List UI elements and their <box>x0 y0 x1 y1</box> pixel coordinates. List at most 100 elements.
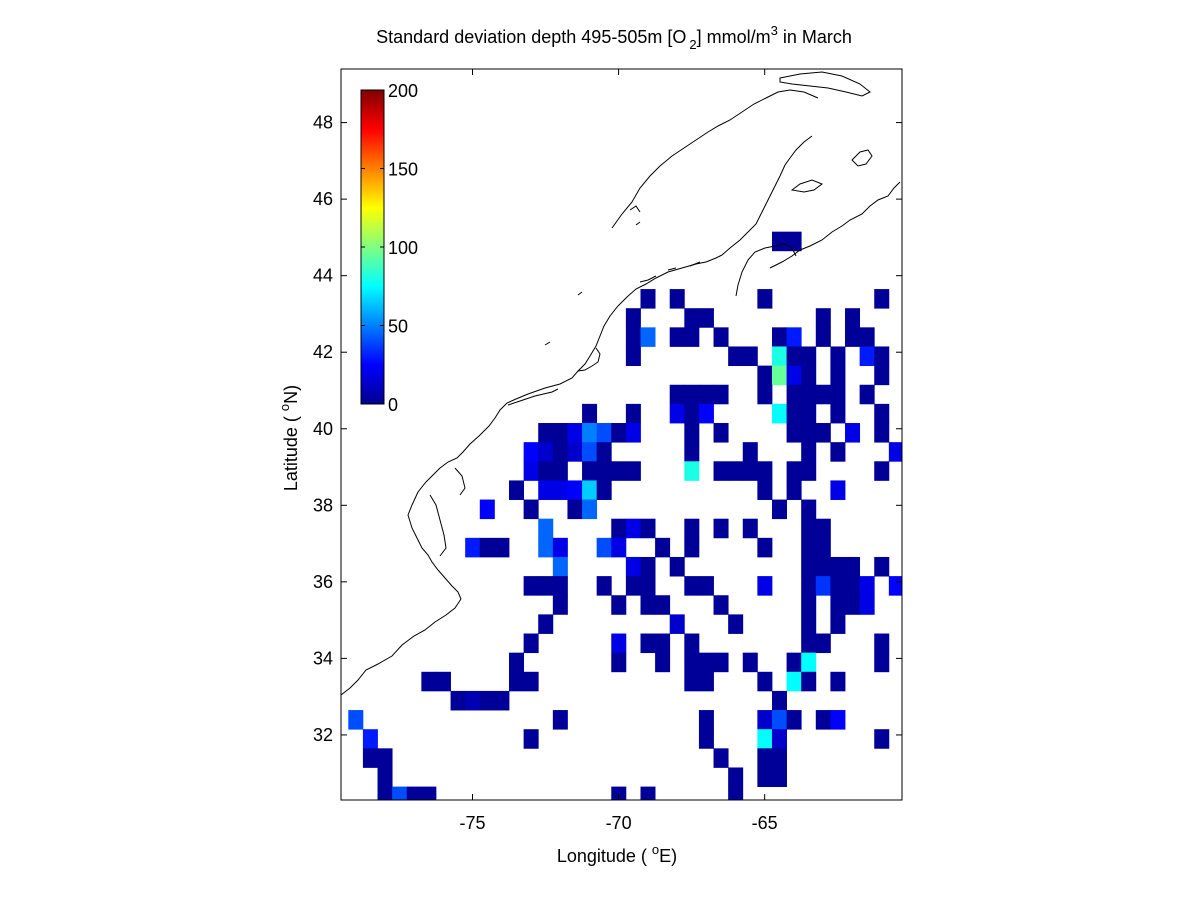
heatmap-cell <box>538 576 554 596</box>
heatmap-cell <box>684 537 700 558</box>
heatmap-cell <box>830 614 846 634</box>
coastline-interior-lakes <box>544 205 641 346</box>
heatmap-cell <box>596 461 612 481</box>
heatmap-cell <box>728 767 744 788</box>
heatmap-cell <box>845 576 861 596</box>
heatmap-cell <box>713 423 729 443</box>
y-tick-label: 48 <box>313 113 333 133</box>
heatmap-cell <box>684 518 700 539</box>
title-main: Standard deviation depth 495-505m [O <box>376 27 686 47</box>
heatmap-cell <box>362 748 378 768</box>
heatmap-cell <box>830 346 846 367</box>
heatmap-cell <box>509 480 525 500</box>
heatmap-cell <box>552 595 568 615</box>
heatmap-cell <box>786 461 802 481</box>
heatmap-cell <box>538 423 554 443</box>
heatmap-cell <box>801 384 817 405</box>
heatmap-cell <box>552 710 568 730</box>
coastline-chesapeake <box>429 494 447 557</box>
heatmap-cell <box>815 327 831 347</box>
heatmap-cell <box>859 327 875 347</box>
heatmap-cell <box>786 346 802 367</box>
heatmap-cell <box>582 499 598 520</box>
chart-title: Standard deviation depth 495-505m [O 2] m… <box>376 23 852 52</box>
heatmap-cell <box>582 442 598 462</box>
heatmap-cell <box>582 461 598 481</box>
heatmap-cell <box>479 537 495 558</box>
heatmap-cell <box>596 537 612 558</box>
heatmap-cell <box>523 671 539 692</box>
heatmap-cell <box>742 461 758 481</box>
heatmap-cell <box>698 710 714 730</box>
heatmap-cell <box>640 327 656 347</box>
coastline <box>341 71 901 696</box>
coastline-bay-of-fundy <box>735 243 797 297</box>
heatmap-cell <box>684 327 700 347</box>
heatmap-cell <box>684 384 700 405</box>
heatmap-cell <box>786 652 802 673</box>
heatmap-cell <box>567 423 583 443</box>
heatmap-cell <box>684 442 700 462</box>
heatmap-cell <box>465 690 481 711</box>
colorbar-tick-label: 0 <box>388 395 398 415</box>
heatmap-cell <box>494 690 510 711</box>
heatmap-cell <box>684 403 700 424</box>
heatmap-cell <box>655 537 671 558</box>
heatmap-cell <box>786 403 802 424</box>
heatmap-cell <box>669 403 685 424</box>
heatmap-cell <box>742 346 758 367</box>
y-axis: 32 34 36 38 40 42 44 46 48 <box>313 113 902 745</box>
heatmap-cell <box>640 786 656 800</box>
heatmap-cell <box>640 595 656 615</box>
heatmap-cell <box>479 690 495 711</box>
heatmap-cell <box>698 671 714 692</box>
y-tick-label: 42 <box>313 342 333 362</box>
heatmap-cell <box>801 576 817 596</box>
heatmap-cell <box>815 633 831 654</box>
heatmap-cell <box>684 308 700 328</box>
heatmap-cell <box>684 576 700 596</box>
heatmap-cell <box>771 710 787 730</box>
coastline-cape-cod <box>577 347 601 372</box>
heatmap-cell <box>567 499 583 520</box>
heatmap-cell <box>830 365 846 386</box>
heatmap-cell <box>830 576 846 596</box>
coastline-anticosti <box>779 71 871 97</box>
heatmap-cell <box>538 480 554 500</box>
heatmap-cell <box>815 576 831 596</box>
y-tick-label: 34 <box>313 648 333 668</box>
heatmap-cell <box>713 652 729 673</box>
heatmap-cell <box>435 671 451 692</box>
heatmap-cell <box>830 403 846 424</box>
heatmap-cell <box>392 786 408 800</box>
heatmap-cell <box>669 384 685 405</box>
heatmap-cell <box>582 480 598 500</box>
heatmap-cell <box>552 576 568 596</box>
heatmap-cell <box>698 652 714 673</box>
heatmap-cell <box>552 537 568 558</box>
heatmap-cell <box>406 786 422 800</box>
heatmap-cell <box>523 442 539 462</box>
heatmap-cell <box>874 403 890 424</box>
y-axis-label: Latitude ( oN) <box>277 385 301 491</box>
heatmap-cell <box>465 537 481 558</box>
heatmap-cell <box>845 308 861 328</box>
heatmap-cell <box>625 461 641 481</box>
heatmap-cell <box>757 767 773 788</box>
heatmap-cell <box>801 499 817 520</box>
heatmap-cell <box>479 499 495 520</box>
heatmap-cell <box>786 423 802 443</box>
heatmap-cell <box>538 614 554 634</box>
y-tick-label: 40 <box>313 419 333 439</box>
heatmap-cell <box>625 308 641 328</box>
colorbar-tick-label: 200 <box>388 81 418 101</box>
heatmap-cell <box>523 461 539 481</box>
ylabel-prefix: Latitude ( <box>281 411 301 491</box>
heatmap-cell <box>655 595 671 615</box>
heatmap-cell <box>611 652 627 673</box>
heatmap-cell <box>625 518 641 539</box>
heatmap-cell <box>669 327 685 347</box>
y-tick-label: 36 <box>313 572 333 592</box>
coastline-long-island <box>507 388 559 406</box>
x-axis-label: Longitude ( oE) <box>557 842 677 866</box>
